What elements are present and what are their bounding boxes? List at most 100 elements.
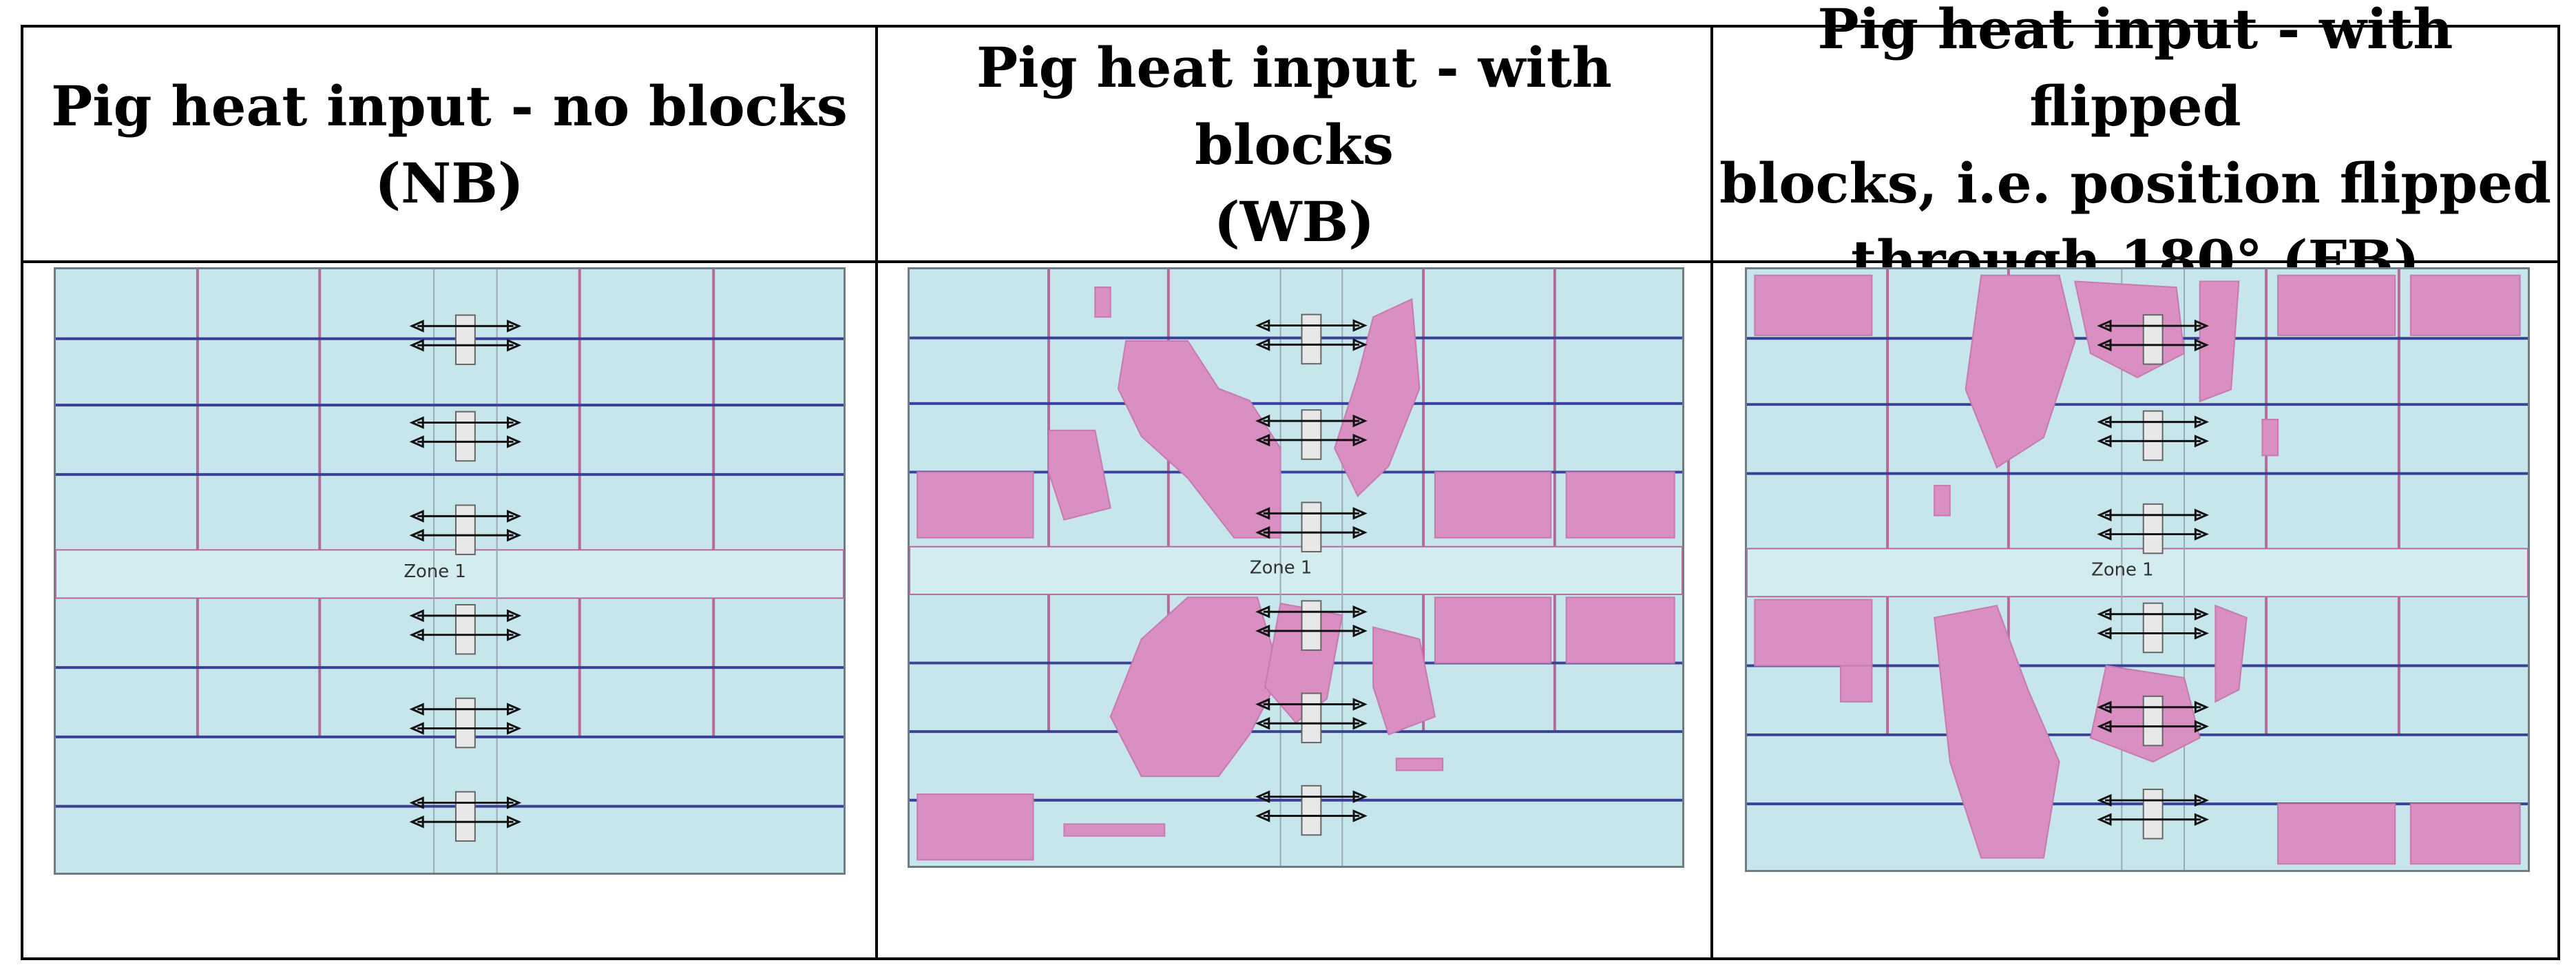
heater-arrow-icon	[1352, 624, 1368, 638]
heater-unit	[454, 411, 476, 462]
heater-arrow-icon	[1352, 507, 1368, 520]
zone-label: Zone 1	[2091, 560, 2153, 581]
heat-block	[1372, 626, 1436, 736]
heat-block	[2214, 604, 2248, 703]
heat-block	[1117, 340, 1281, 539]
heater-unit	[2142, 695, 2164, 747]
heater-arrow-icon	[1255, 338, 1270, 351]
heater-arrow-icon	[1352, 605, 1368, 619]
heater-arrow-icon	[507, 510, 522, 523]
heater-unit	[1301, 313, 1322, 365]
heat-block	[1565, 471, 1675, 539]
heat-block	[1840, 665, 1873, 703]
heater-arrow-icon	[507, 796, 522, 809]
heat-block	[1565, 596, 1675, 664]
heat-block	[917, 793, 1034, 861]
heater-arrow-icon	[2097, 528, 2112, 541]
heat-block	[2277, 274, 2396, 336]
table-border-top	[21, 25, 2560, 28]
heater-arrow-icon	[1352, 526, 1368, 539]
header-with-blocks: Pig heat input - with blocks (WB)	[878, 28, 1710, 262]
heater-arrow-icon	[1255, 809, 1270, 822]
heater-arrow-icon	[1352, 414, 1368, 428]
heater-arrow-icon	[1255, 698, 1270, 711]
heat-block	[1754, 274, 1873, 336]
heater-arrow-icon	[409, 816, 424, 829]
heater-arrow-icon	[409, 416, 424, 429]
heater-unit	[454, 791, 476, 842]
heat-block	[1047, 429, 1111, 521]
heater-arrow-icon	[1255, 605, 1270, 619]
heater-arrow-icon	[2097, 338, 2112, 352]
header-flipped-blocks-text: Pig heat input - with flipped blocks, i.…	[1719, 0, 2552, 293]
heater-arrow-icon	[2194, 338, 2209, 352]
heater-arrow-icon	[1352, 717, 1368, 730]
heat-block	[2261, 419, 2279, 457]
zone-label: Zone 1	[404, 561, 465, 582]
heater-unit	[454, 504, 476, 555]
heater-arrow-icon	[2194, 700, 2209, 714]
heater-arrow-icon	[507, 338, 522, 352]
heater-arrow-icon	[2194, 435, 2209, 448]
heater-arrow-icon	[409, 796, 424, 809]
table-border-left	[21, 25, 23, 960]
heater-arrow-icon	[1255, 790, 1270, 803]
heat-block	[2409, 274, 2521, 336]
heater-arrow-icon	[507, 528, 522, 542]
heater-unit	[2142, 503, 2164, 554]
heater-arrow-icon	[2194, 608, 2209, 621]
heater-unit	[2142, 314, 2164, 365]
heat-block	[1965, 274, 2076, 469]
heater-unit	[454, 697, 476, 749]
header-with-blocks-text: Pig heat input - with blocks (WB)	[976, 35, 1612, 254]
header-flipped-blocks: Pig heat input - with flipped blocks, i.…	[1713, 0, 2557, 293]
heater-arrow-icon	[2194, 720, 2209, 733]
floorplan-no-blocks: Zone 1	[54, 267, 846, 875]
walkway-band	[55, 549, 844, 599]
heater-arrow-icon	[1255, 717, 1270, 730]
header-no-blocks-text: Pig heat input - no blocks (NB)	[51, 74, 848, 216]
heater-arrow-icon	[409, 320, 424, 333]
heat-block	[1754, 599, 1873, 667]
heater-arrow-icon	[2097, 608, 2112, 621]
heater-arrow-icon	[2194, 319, 2209, 333]
heater-arrow-icon	[2097, 435, 2112, 448]
heat-block	[1395, 758, 1444, 771]
heat-block	[1334, 298, 1421, 497]
heat-block	[2277, 803, 2396, 865]
heater-arrow-icon	[507, 722, 522, 735]
heat-block	[917, 471, 1034, 539]
table-border-header-sep	[21, 260, 2560, 263]
heat-block	[1434, 471, 1552, 539]
table-border-col2	[1710, 25, 1713, 960]
heater-arrow-icon	[2194, 528, 2209, 541]
heat-block	[1094, 286, 1111, 318]
table-border-right	[2557, 25, 2560, 960]
heater-arrow-icon	[1352, 319, 1368, 332]
heater-unit	[454, 604, 476, 655]
heat-block	[2074, 280, 2186, 379]
walkway-band	[1746, 548, 2528, 598]
floorplan-flipped-blocks-svg: Zone 1	[1746, 269, 2528, 870]
heater-arrow-icon	[1352, 698, 1368, 711]
heater-arrow-icon	[507, 320, 522, 333]
walkway-band	[909, 546, 1683, 595]
heater-arrow-icon	[2194, 813, 2209, 826]
heater-arrow-icon	[409, 435, 424, 448]
floorplan-with-blocks: Zone 1	[908, 267, 1684, 868]
heat-block	[1434, 596, 1552, 664]
heater-arrow-icon	[2097, 700, 2112, 714]
floorplan-no-blocks-svg: Zone 1	[55, 269, 844, 873]
heater-arrow-icon	[507, 435, 522, 448]
heater-arrow-icon	[409, 510, 424, 523]
heater-unit	[1301, 600, 1322, 651]
table-border-bottom	[21, 957, 2560, 960]
heater-arrow-icon	[507, 416, 522, 429]
heater-arrow-icon	[1352, 809, 1368, 822]
heat-block	[2409, 803, 2521, 865]
heater-arrow-icon	[1352, 433, 1368, 447]
heater-unit	[454, 314, 476, 366]
heater-unit	[1301, 785, 1322, 836]
heater-arrow-icon	[2097, 415, 2112, 428]
heater-unit	[1301, 692, 1322, 744]
